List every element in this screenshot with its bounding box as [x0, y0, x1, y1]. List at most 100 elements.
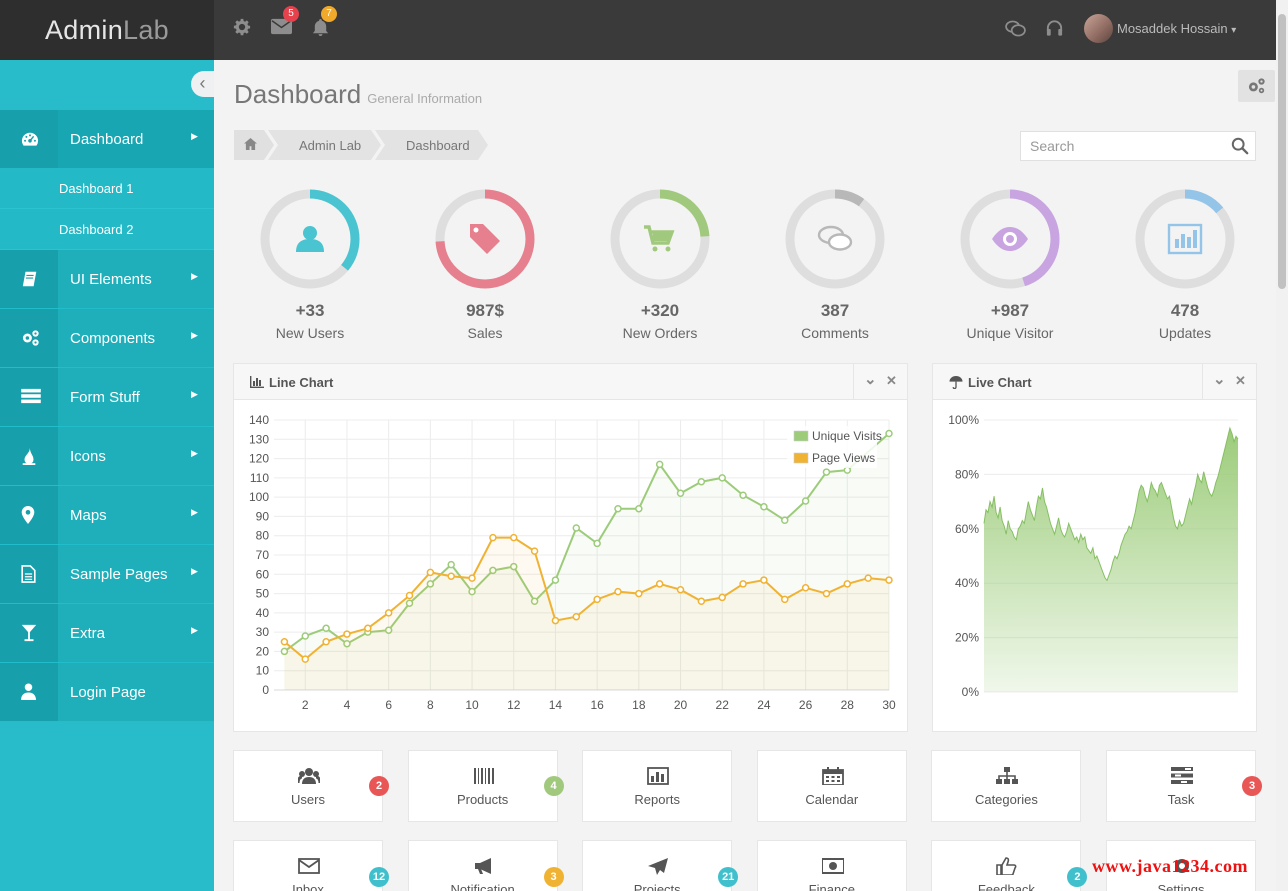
data-point[interactable] [384, 626, 393, 634]
data-point[interactable] [509, 562, 518, 571]
shortcut-tile-calendar[interactable]: Calendar [756, 750, 907, 822]
data-point[interactable] [572, 612, 581, 621]
data-point[interactable] [447, 560, 455, 569]
page-settings-button[interactable] [1238, 70, 1275, 102]
shortcut-tile-task[interactable]: Task [1106, 750, 1256, 822]
data-point[interactable] [530, 597, 539, 606]
data-point[interactable] [676, 585, 685, 594]
data-point[interactable] [614, 587, 622, 596]
data-point[interactable] [781, 595, 789, 604]
chat-icon[interactable] [1005, 20, 1026, 40]
shortcut-tile-notification[interactable]: Notification [407, 840, 558, 891]
mail-button[interactable]: 5 [271, 6, 299, 38]
shortcut-tile-settings[interactable]: Settings [1106, 840, 1256, 891]
data-point[interactable] [343, 630, 351, 638]
shortcut-tile-projects[interactable]: Projects [582, 840, 733, 891]
data-point[interactable] [760, 576, 768, 584]
sidebar-item-form-stuff[interactable]: Form Stuff ▶ [0, 368, 214, 427]
data-point[interactable] [468, 574, 476, 582]
data-point[interactable] [864, 574, 872, 582]
data-point[interactable] [822, 468, 831, 476]
search-icon[interactable] [1231, 137, 1249, 158]
data-point[interactable] [843, 580, 852, 588]
data-point[interactable] [781, 516, 789, 525]
chevron-down-icon[interactable]: ⌄ [1213, 371, 1226, 388]
data-point[interactable] [343, 639, 351, 648]
page-scrollbar[interactable] [1276, 0, 1288, 891]
data-point[interactable] [405, 599, 414, 607]
data-point[interactable] [718, 474, 726, 482]
settings-gear-icon[interactable] [233, 18, 251, 39]
data-point[interactable] [801, 497, 810, 505]
data-point[interactable] [822, 589, 831, 598]
close-icon[interactable]: ✕ [886, 373, 897, 388]
scrollbar-thumb[interactable] [1278, 14, 1286, 289]
data-point[interactable] [426, 568, 435, 577]
data-point[interactable] [676, 489, 685, 498]
data-point[interactable] [530, 547, 539, 555]
chevron-down-icon[interactable]: ⌄ [864, 371, 877, 388]
data-point[interactable] [593, 539, 601, 548]
search-input[interactable] [1030, 138, 1225, 154]
data-point[interactable] [885, 576, 893, 584]
data-point[interactable] [593, 595, 601, 604]
sidebar-subitem-dashboard-2[interactable]: Dashboard 2 [0, 209, 214, 250]
avatar[interactable] [1084, 14, 1113, 43]
data-point[interactable] [614, 504, 622, 513]
breadcrumb-item-dashboard[interactable]: Dashboard [406, 138, 470, 153]
data-point[interactable] [322, 638, 330, 646]
data-point[interactable] [405, 591, 414, 600]
data-point[interactable] [635, 504, 643, 513]
shortcut-tile-categories[interactable]: Categories [931, 750, 1082, 822]
data-point[interactable] [468, 587, 476, 596]
shortcut-tile-inbox[interactable]: Inbox [233, 840, 383, 891]
data-point[interactable] [697, 477, 706, 486]
data-point[interactable] [301, 632, 310, 640]
data-point[interactable] [739, 491, 747, 499]
sidebar-item-maps[interactable]: Maps ▶ [0, 486, 214, 545]
sidebar-item-ui-elements[interactable]: UI Elements ▶ [0, 250, 214, 309]
app-logo[interactable]: AdminLab [0, 0, 214, 60]
data-point[interactable] [301, 655, 310, 663]
data-point[interactable] [551, 576, 560, 584]
data-point[interactable] [384, 609, 393, 617]
data-point[interactable] [322, 624, 330, 633]
close-icon[interactable]: ✕ [1235, 373, 1246, 388]
data-point[interactable] [551, 616, 560, 625]
data-point[interactable] [697, 597, 706, 606]
data-point[interactable] [572, 524, 581, 532]
sidebar-item-sample-pages[interactable]: Sample Pages ▶ [0, 545, 214, 604]
home-icon[interactable] [244, 138, 257, 153]
sidebar-subitem-dashboard-1[interactable]: Dashboard 1 [0, 168, 214, 209]
data-point[interactable] [509, 533, 518, 542]
data-point[interactable] [718, 593, 726, 602]
headphones-icon[interactable] [1045, 19, 1064, 40]
data-point[interactable] [843, 466, 852, 474]
shortcut-tile-users[interactable]: Users [233, 750, 383, 822]
data-point[interactable] [655, 580, 664, 588]
notification-button[interactable]: 7 [311, 6, 337, 40]
data-point[interactable] [885, 429, 893, 438]
data-point[interactable] [489, 533, 497, 542]
data-point[interactable] [489, 566, 497, 575]
shortcut-tile-products[interactable]: Products [407, 750, 558, 822]
breadcrumb-item-admin-lab[interactable]: Admin Lab [299, 138, 362, 153]
sidebar-collapse-toggle[interactable]: ‹ [191, 71, 214, 97]
data-point[interactable] [739, 580, 747, 588]
user-name[interactable]: Mosaddek Hossain ▾ [1117, 21, 1236, 36]
data-point[interactable] [447, 572, 455, 580]
sidebar-item-extra[interactable]: Extra ▶ [0, 604, 214, 663]
data-point[interactable] [426, 580, 435, 588]
shortcut-tile-feedback[interactable]: Feedback [931, 840, 1082, 891]
data-point[interactable] [801, 584, 810, 592]
data-point[interactable] [280, 647, 289, 656]
data-point[interactable] [760, 503, 768, 511]
shortcut-tile-reports[interactable]: Reports [582, 750, 733, 822]
data-point[interactable] [655, 460, 664, 469]
data-point[interactable] [280, 638, 289, 646]
sidebar-item-dashboard[interactable]: Dashboard ▶ [0, 110, 214, 169]
data-point[interactable] [635, 589, 643, 598]
sidebar-item-components[interactable]: Components ▶ [0, 309, 214, 368]
data-point[interactable] [364, 624, 372, 633]
sidebar-item-login-page[interactable]: Login Page [0, 663, 214, 722]
